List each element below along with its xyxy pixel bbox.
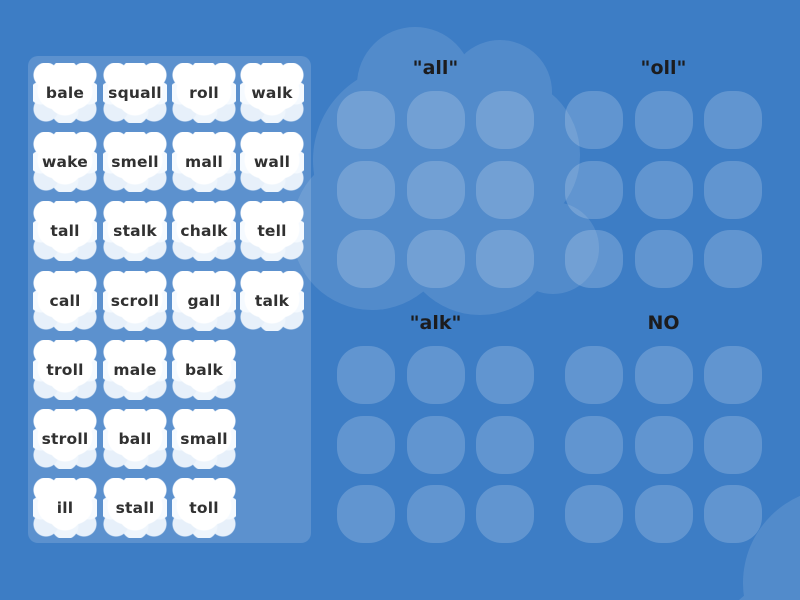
drop-slot[interactable]: [704, 415, 762, 474]
drop-slot[interactable]: [337, 91, 395, 149]
drop-slot[interactable]: [704, 485, 762, 543]
drop-slot[interactable]: [565, 160, 623, 219]
word-tile[interactable]: wake: [33, 132, 97, 192]
word-tile[interactable]: mall: [172, 132, 236, 192]
drop-slot[interactable]: [406, 346, 465, 404]
word-tile[interactable]: stroll: [33, 409, 97, 469]
category-group-all: "all": [337, 56, 534, 288]
word-tile[interactable]: tall: [33, 201, 97, 261]
drop-slot[interactable]: [704, 346, 762, 404]
slot-grid-all: [337, 91, 534, 288]
drop-slot[interactable]: [476, 160, 534, 219]
drop-slot[interactable]: [406, 91, 465, 149]
drop-slot[interactable]: [337, 230, 395, 288]
slot-grid-no: [565, 346, 762, 543]
drop-slot[interactable]: [476, 230, 534, 288]
category-group-alk: "alk": [337, 311, 534, 543]
drop-slot[interactable]: [704, 160, 762, 219]
drop-slot[interactable]: [634, 346, 693, 404]
word-tile[interactable]: stalk: [103, 201, 167, 261]
word-tile[interactable]: smell: [103, 132, 167, 192]
word-tile[interactable]: scroll: [103, 271, 167, 331]
group-label-oll: "oll": [640, 57, 687, 79]
word-tile[interactable]: balk: [172, 340, 236, 400]
drop-slot[interactable]: [406, 415, 465, 474]
category-group-oll: "oll": [565, 56, 762, 288]
group-label-no: NO: [647, 312, 680, 334]
word-tile[interactable]: stall: [103, 478, 167, 538]
word-tile[interactable]: male: [103, 340, 167, 400]
drop-slot[interactable]: [565, 415, 623, 474]
drop-slot[interactable]: [634, 415, 693, 474]
drop-slot[interactable]: [634, 485, 693, 543]
word-tile[interactable]: troll: [33, 340, 97, 400]
word-tile[interactable]: walk: [240, 63, 304, 123]
drop-slot[interactable]: [337, 346, 395, 404]
word-tile[interactable]: gall: [172, 271, 236, 331]
group-label-all: "all": [412, 57, 459, 79]
word-tile[interactable]: call: [33, 271, 97, 331]
word-tile[interactable]: chalk: [172, 201, 236, 261]
group-label-alk: "alk": [409, 312, 462, 334]
drop-slot[interactable]: [634, 91, 693, 149]
word-tile[interactable]: squall: [103, 63, 167, 123]
slot-grid-alk: [337, 346, 534, 543]
word-tile[interactable]: ill: [33, 478, 97, 538]
drop-slot[interactable]: [565, 346, 623, 404]
drop-slot[interactable]: [337, 485, 395, 543]
drop-slot[interactable]: [476, 346, 534, 404]
word-tile[interactable]: talk: [240, 271, 304, 331]
drop-slot[interactable]: [406, 485, 465, 543]
drop-slot[interactable]: [337, 415, 395, 474]
word-tile[interactable]: wall: [240, 132, 304, 192]
slot-grid-oll: [565, 91, 762, 288]
drop-slot[interactable]: [565, 230, 623, 288]
category-group-no: NO: [565, 311, 762, 543]
drop-slot[interactable]: [634, 230, 693, 288]
drop-slot[interactable]: [406, 160, 465, 219]
drop-slot[interactable]: [634, 160, 693, 219]
drop-slot[interactable]: [476, 415, 534, 474]
drop-slot[interactable]: [704, 91, 762, 149]
drop-slot[interactable]: [704, 230, 762, 288]
drop-slot[interactable]: [565, 91, 623, 149]
drop-slot[interactable]: [565, 485, 623, 543]
word-tile[interactable]: bale: [33, 63, 97, 123]
drop-slot[interactable]: [476, 485, 534, 543]
word-tile[interactable]: small: [172, 409, 236, 469]
drop-slot[interactable]: [406, 230, 465, 288]
drop-slot[interactable]: [337, 160, 395, 219]
word-tile[interactable]: toll: [172, 478, 236, 538]
word-tile[interactable]: tell: [240, 201, 304, 261]
drop-slot[interactable]: [476, 91, 534, 149]
word-tile[interactable]: roll: [172, 63, 236, 123]
word-tile[interactable]: ball: [103, 409, 167, 469]
